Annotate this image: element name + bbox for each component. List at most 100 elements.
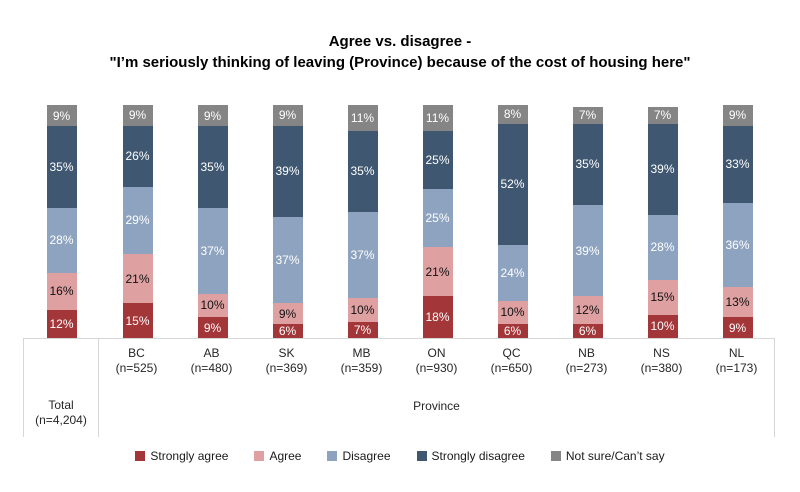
bar-segment-not-sure-can-t-say: 9% (272, 104, 303, 126)
province-label: NS (653, 346, 670, 360)
segment-value-label: 28% (650, 240, 675, 255)
segment-value-label: 16% (49, 284, 74, 299)
axis-group-label: Province (413, 399, 460, 413)
bar-column-nb: 7% 35% 39% 12% 6% (550, 107, 625, 338)
bar-segment-strongly-agree: 6% (572, 324, 603, 338)
segment-value-label: 24% (500, 265, 525, 280)
province-label: ON (427, 346, 446, 360)
province-label: MB (352, 346, 371, 360)
segment-value-label: 9% (278, 108, 297, 123)
bar-segment-not-sure-can-t-say: 9% (46, 105, 77, 127)
bar-segment-not-sure-can-t-say: 8% (497, 105, 528, 124)
bar-column-sk: 9% 39% 37% 9% 6% (250, 104, 325, 338)
bar-segment-strongly-disagree: 26% (122, 125, 153, 187)
segment-value-label: 9% (728, 108, 747, 123)
segment-value-label: 33% (725, 157, 750, 172)
segment-value-label: 10% (650, 319, 675, 334)
segment-value-label: 52% (500, 177, 525, 192)
bar-segment-not-sure-can-t-say: 7% (572, 107, 603, 124)
province-label: NB (578, 346, 595, 360)
bar-column-ab: 9% 35% 37% 10% 9% (175, 105, 250, 338)
province-label: NL (728, 346, 745, 360)
axis-cell-mb: MB (n=359) (324, 339, 399, 376)
segment-value-label: 29% (125, 213, 150, 228)
segment-value-label: 11% (350, 110, 375, 125)
bar-segment-disagree: 37% (272, 216, 303, 303)
segment-value-label: 13% (725, 294, 750, 309)
chart-title: Agree vs. disagree - "I’m seriously thin… (0, 31, 800, 73)
bar-column-bc: 9% 26% 29% 21% 15% (100, 104, 175, 338)
segment-value-label: 21% (425, 264, 450, 279)
segment-value-label: 7% (353, 322, 372, 337)
bar-segment-not-sure-can-t-say: 11% (347, 105, 378, 131)
segment-value-label: 9% (278, 306, 297, 321)
segment-value-label: 12% (575, 303, 600, 317)
legend-swatch-icon (254, 451, 265, 461)
segment-value-label: 6% (278, 324, 297, 338)
province-label: SK (278, 346, 295, 360)
bar-segment-strongly-agree: 15% (122, 303, 153, 338)
segment-value-label: 39% (575, 243, 600, 258)
segment-value-label: 10% (350, 303, 375, 318)
segment-value-label: 37% (275, 252, 300, 267)
axis-province-area: BC (n=525) AB (n=480) SK (n=369) MB (n=359) ON (n… (99, 339, 774, 437)
legend-item-not-sure-can-t-say: Not sure/Can’t say (550, 449, 665, 463)
segment-value-label: 7% (653, 108, 672, 123)
axis-label-table: Total (n=4,204) BC (n=525) AB (n=480) SK (n=3… (23, 338, 775, 437)
segment-value-label: 15% (650, 290, 675, 305)
bar-segment-agree: 9% (272, 303, 303, 324)
bar-segment-strongly-agree: 9% (197, 317, 228, 338)
chart-legend: Strongly agree Agree Disagree Strongly disa… (0, 449, 800, 463)
axis-cell-total: Total (n=4,204) (24, 339, 99, 437)
segment-value-label: 9% (128, 108, 147, 123)
segment-value-label: 37% (200, 243, 225, 258)
bar-segment-disagree: 28% (647, 214, 678, 280)
segment-value-label: 15% (125, 313, 150, 328)
bar-column-total: 9% 35% 28% 16% 12% (23, 105, 100, 338)
bar-segment-strongly-disagree: 35% (46, 126, 77, 208)
segment-value-label: 10% (200, 298, 225, 313)
segment-value-label: 10% (500, 305, 525, 320)
legend-label: Strongly agree (150, 449, 229, 463)
axis-cell-nl: NL (n=173) (699, 339, 774, 376)
chart-title-line2: "I’m seriously thinking of leaving (Prov… (109, 54, 691, 71)
stacked-bar-mb: 11% 35% 37% 10% 7% (347, 105, 378, 338)
bar-segment-agree: 10% (197, 293, 228, 317)
segment-value-label: 28% (49, 233, 74, 248)
legend-item-strongly-agree: Strongly agree (135, 449, 228, 463)
bar-column-qc: 8% 52% 24% 10% 6% (475, 105, 550, 338)
segment-value-label: 12% (49, 317, 74, 331)
bar-column-mb: 11% 35% 37% 10% 7% (325, 105, 400, 338)
bar-segment-disagree: 28% (46, 207, 77, 273)
axis-province-row: BC (n=525) AB (n=480) SK (n=369) MB (n=359) ON (n… (99, 339, 774, 376)
segment-value-label: 35% (575, 157, 600, 172)
stacked-bar-qc: 8% 52% 24% 10% 6% (497, 105, 528, 338)
bar-segment-agree: 10% (347, 298, 378, 322)
stacked-bar-on: 11% 25% 25% 21% 18% (422, 105, 453, 338)
bar-segment-agree: 13% (722, 286, 753, 317)
province-n-label: (n=380) (640, 361, 683, 375)
bar-segment-strongly-disagree: 25% (422, 130, 453, 189)
segment-value-label: 21% (125, 271, 150, 286)
segment-value-label: 11% (425, 110, 450, 125)
bar-segment-not-sure-can-t-say: 9% (722, 104, 753, 126)
legend-label: Agree (269, 449, 302, 463)
province-label: AB (203, 346, 220, 360)
segment-value-label: 35% (350, 164, 375, 179)
segment-value-label: 7% (578, 108, 597, 123)
province-label: QC (502, 346, 521, 360)
axis-cell-qc: QC (n=650) (474, 339, 549, 376)
legend-label: Disagree (342, 449, 391, 463)
bar-segment-agree: 21% (422, 247, 453, 297)
bar-segment-not-sure-can-t-say: 9% (122, 104, 153, 126)
legend-swatch-icon (550, 451, 561, 461)
segment-value-label: 39% (650, 162, 675, 177)
stacked-bar-nb: 7% 35% 39% 12% 6% (572, 107, 603, 338)
segment-value-label: 9% (203, 320, 222, 335)
bar-segment-strongly-disagree: 35% (572, 123, 603, 206)
segment-value-label: 6% (503, 324, 522, 338)
bar-segment-disagree: 36% (722, 202, 753, 287)
bar-segment-strongly-agree: 6% (272, 324, 303, 338)
bar-segment-disagree: 24% (497, 244, 528, 301)
